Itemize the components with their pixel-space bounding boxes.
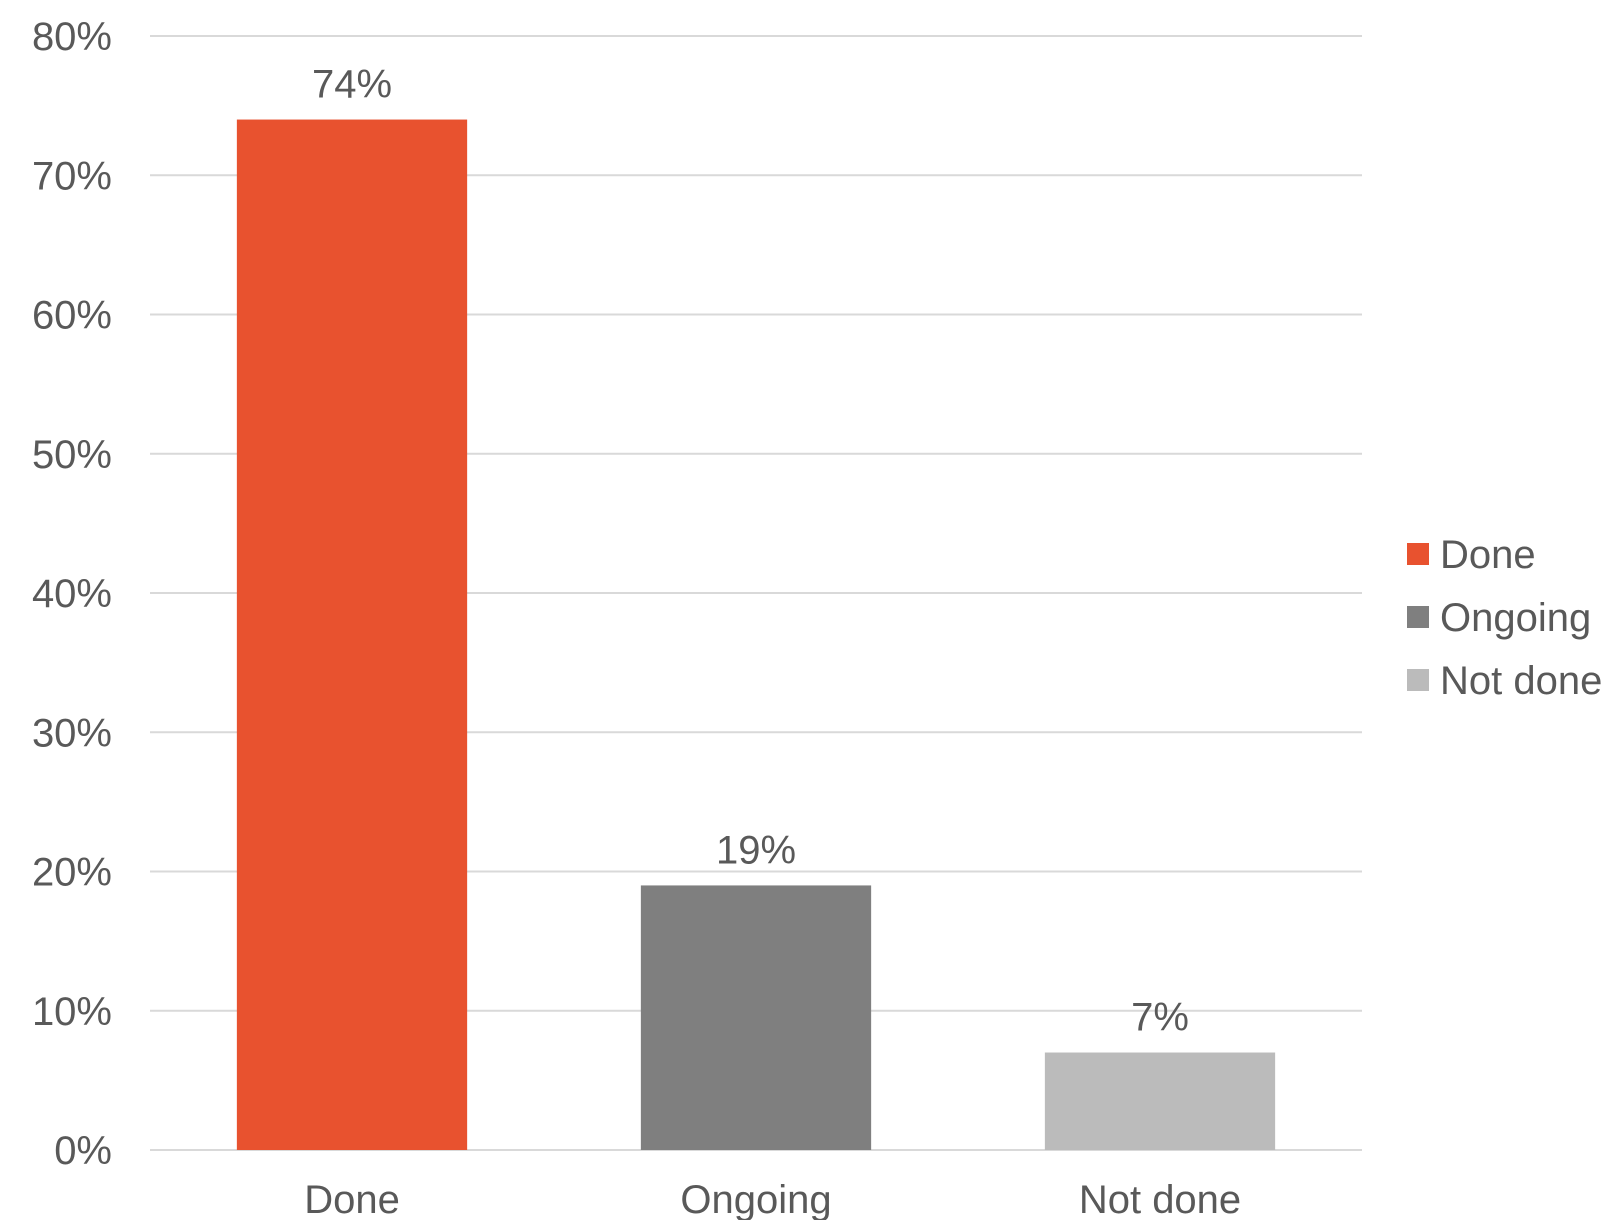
legend-swatch — [1407, 606, 1429, 628]
y-tick-label: 30% — [32, 711, 112, 755]
y-axis-ticks: 0% 10% 20% 30% 40% 50% 60% 70% 80% — [32, 15, 112, 1173]
y-tick-label: 70% — [32, 154, 112, 198]
bar-ongoing — [640, 885, 872, 1150]
legend-swatch — [1407, 543, 1429, 565]
y-tick-label: 20% — [32, 851, 112, 895]
x-axis-ticks: Done Ongoing Not done — [304, 1178, 1241, 1220]
y-tick-label: 40% — [32, 572, 112, 616]
data-labels: 74% 19% 7% — [312, 63, 1189, 1040]
data-label: 19% — [716, 828, 796, 872]
bar-not-done — [1044, 1052, 1276, 1150]
bar-done — [236, 119, 468, 1150]
x-tick-label: Done — [304, 1178, 400, 1220]
data-label: 74% — [312, 63, 392, 107]
y-tick-label: 80% — [32, 15, 112, 59]
legend: Done Ongoing Not done — [1407, 533, 1602, 703]
y-tick-label: 50% — [32, 433, 112, 477]
legend-label: Not done — [1440, 659, 1602, 703]
legend-swatch — [1407, 669, 1429, 691]
y-tick-label: 60% — [32, 294, 112, 338]
data-label: 7% — [1131, 996, 1189, 1040]
y-tick-label: 10% — [32, 990, 112, 1034]
y-tick-label: 0% — [54, 1129, 112, 1173]
x-tick-label: Ongoing — [680, 1178, 831, 1220]
bars — [236, 119, 1276, 1150]
legend-label: Ongoing — [1440, 596, 1591, 640]
x-tick-label: Not done — [1079, 1178, 1241, 1220]
legend-label: Done — [1440, 533, 1536, 577]
